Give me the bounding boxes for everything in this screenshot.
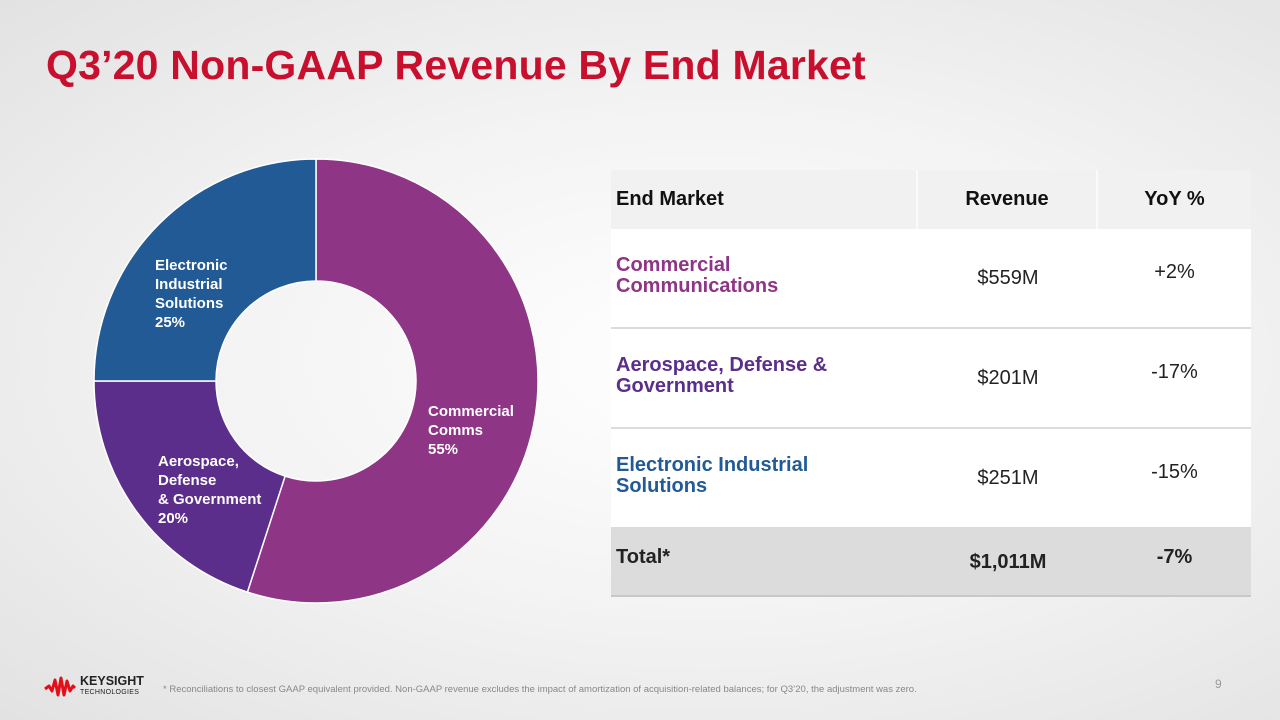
slice-label-line: Defense [158,472,216,489]
donut-slice [93,158,317,382]
slice-label: Electronic Industrial Solutions 25% [155,257,228,331]
donut-slice [246,158,539,604]
total-label: Total* [616,545,671,568]
total-yoy: -7% [1156,545,1193,568]
footnote: * Reconciliations to closest GAAP equiva… [163,684,917,695]
donut-slice [93,380,287,594]
table-row: Electronic Industrial Solutions $251M -15% [611,429,1251,529]
header-yoy: YoY % [1144,188,1205,210]
slice-label-line: Comms [428,422,483,439]
slice-label-line: Aerospace, [158,453,239,470]
market-name-line: Solutions [616,475,708,497]
page-number: 9 [1215,677,1222,691]
slice-label-line: 20% [158,510,188,527]
slice-label-line: Electronic [155,257,228,274]
slice-label: Commercial Comms 55% [428,403,514,458]
slice-label: Aerospace, Defense & Government 20% [158,453,261,527]
revenue-value: $251M [977,466,1039,489]
market-name-line: Electronic Industrial [616,454,809,476]
yoy-value: +2% [1154,260,1195,283]
total-revenue: $1,011M [969,550,1047,573]
revenue-value: $201M [977,366,1039,389]
revenue-value: $559M [977,266,1039,289]
keysight-logo: KEYSIGHT TECHNOLOGIES [44,674,144,698]
market-name: Commercial Communications [611,255,918,301]
table-row-total: Total* $1,011M -7% [611,529,1251,597]
revenue-table: End Market Revenue YoY % Commercial Commu… [611,170,1251,597]
table-row: Aerospace, Defense & Government $201M -17% [611,329,1251,429]
market-name-line: Aerospace, Defense & [616,354,828,376]
market-name: Electronic Industrial Solutions [611,455,918,501]
slice-label-line: 55% [428,441,458,458]
slice-label-line: & Government [158,491,261,508]
yoy-value: -15% [1151,460,1198,483]
slice-label-line: Industrial [155,276,223,293]
table-header: End Market Revenue YoY % [611,170,1251,229]
slice-label-line: Commercial [428,403,514,420]
slice-label-line: Solutions [155,295,223,312]
logo-name: KEYSIGHT [80,674,144,688]
market-name: Aerospace, Defense & Government [611,355,918,401]
page-title: Q3’20 Non-GAAP Revenue By End Market [46,42,866,88]
header-revenue: Revenue [918,170,1098,229]
donut-chart: Commercial Comms 55% Aerospace, Defense & Gov… [93,158,539,604]
market-name-line: Government [616,375,734,397]
keysight-wave-icon [44,676,76,697]
market-name-line: Commercial [616,254,731,276]
market-name-line: Communications [616,275,779,297]
table-row: Commercial Communications $559M +2% [611,229,1251,329]
yoy-value: -17% [1151,360,1198,383]
header-end-market: End Market [611,170,918,229]
logo-sub: TECHNOLOGIES [80,689,140,696]
slice-label-line: 25% [155,314,185,331]
